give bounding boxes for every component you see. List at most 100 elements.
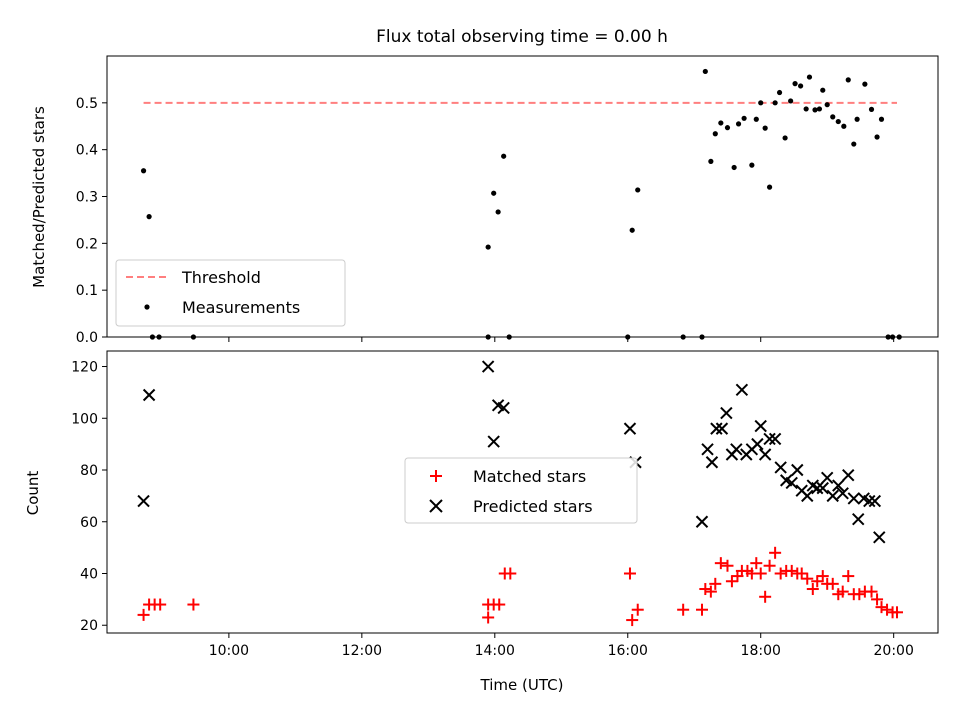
predicted-star-point [487,435,500,448]
measurement-point [762,125,768,131]
predicted-star-point [816,481,829,495]
predicted-star-point [701,443,714,456]
measurement-point [878,116,885,122]
bottom-legend: Matched stars Predicted stars [404,457,638,524]
measurement-point [735,121,742,127]
predicted-star-point [481,360,495,373]
matched-star-point [795,567,808,580]
measurement-point [776,89,783,96]
measurement-point [851,141,857,147]
measurement-point [708,158,714,164]
predicted-star-point [735,383,749,397]
predicted-star-point [754,419,767,433]
x-tick-label: 10:00 [209,643,249,659]
matched-legend-label: Matched stars [473,467,586,486]
matched-star-point [750,557,763,570]
matched-star-point [811,575,824,588]
predicted-star-point [873,531,886,544]
measurement-point [820,87,826,93]
top-panel: 0.0 0.1 0.2 0.3 0.4 0.5 Matched/Predicted sta… [30,55,939,346]
predicted-star-point [705,456,719,469]
y-tick-label: 80 [80,463,98,479]
predicted-star-point [852,512,865,526]
measurement-point [835,118,841,125]
predicted-star-point [497,401,510,415]
bottom-legend-frame [404,457,638,524]
predicted-star-point [142,388,156,402]
matched-star-point [493,598,506,611]
y-tick-label: 60 [80,515,98,531]
matched-star-point [482,611,495,624]
predicted-star-point [763,432,776,446]
x-tick-label: 14:00 [475,643,515,659]
matched-star-point [853,588,866,601]
predicted-star-point [801,489,814,503]
measurements-legend-swatch [144,304,150,310]
matched-star-point [725,575,738,588]
y-tick-label: 0.2 [76,236,98,252]
measurement-point [724,125,731,131]
measurement-point [718,120,724,126]
predicted-star-point [811,481,824,495]
matched-star-point [806,583,819,596]
y-tick-label: 0.5 [76,96,98,112]
y-tick-label: 0.3 [76,190,98,206]
y-tick-label: 100 [71,411,98,427]
predicted-legend-label: Predicted stars [473,497,593,516]
measurements-legend-label: Measurements [182,298,300,317]
matched-star-point [785,564,798,577]
top-legend-frame [115,259,346,327]
matched-star-point [891,606,904,619]
matched-star-point [721,559,734,572]
matched-star-point [631,603,644,616]
predicted-star-point [832,479,845,492]
predicted-star-point [774,461,787,474]
x-tick-label: 20:00 [874,643,914,659]
y-tick-label: 0.0 [76,330,98,346]
matched-star-point [774,567,787,580]
predicted-star-point [826,489,839,503]
measurement-point [806,74,813,80]
bottom-plot-area [137,360,904,627]
matched-star-point [836,585,849,598]
bottom-xlabel: Time (UTC) [480,676,564,694]
matched-star-point [695,603,708,616]
matched-star-point [875,601,888,614]
predicted-legend-swatch [429,499,443,513]
y-tick-label: 0.1 [76,283,98,299]
matched-star-point [709,577,722,590]
top-axes-frame [106,55,939,338]
measurement-point [868,106,875,112]
matched-star-point [769,546,782,559]
predicted-star-point [847,492,860,505]
measurement-point [803,106,809,112]
predicted-star-point [868,494,882,508]
predicted-star-point [623,422,637,435]
predicted-star-point [785,476,798,490]
bottom-panel: 10:00 12:00 14:00 16:00 18:00 20:00 20 40 60 80 10… [24,350,939,694]
matched-star-point [763,559,776,572]
y-tick-label: 120 [71,360,98,376]
matched-star-point [187,598,200,611]
bottom-axes-frame [106,350,939,634]
predicted-star-point [720,406,733,420]
matched-star-point [801,572,814,585]
measurement-point [629,227,635,233]
matched-star-point [677,603,690,616]
matched-star-point [704,585,717,598]
matched-star-point [881,603,894,616]
bottom-axis-ticks: 10:00 12:00 14:00 16:00 18:00 20:00 20 40 60 80 10… [71,360,914,659]
predicted-star-point [768,432,782,446]
matched-star-point [137,608,150,621]
predicted-star-point [137,494,150,508]
x-tick-label: 18:00 [741,643,781,659]
y-tick-label: 0.4 [76,143,98,159]
measurement-point [816,106,823,112]
measurement-point [712,131,718,137]
matched-star-point [871,593,884,606]
top-ylabel: Matched/Predicted stars [30,106,48,288]
measurement-point [854,116,860,122]
measurement-point [753,116,759,122]
matched-star-point [759,590,772,603]
measurement-point [702,68,708,75]
